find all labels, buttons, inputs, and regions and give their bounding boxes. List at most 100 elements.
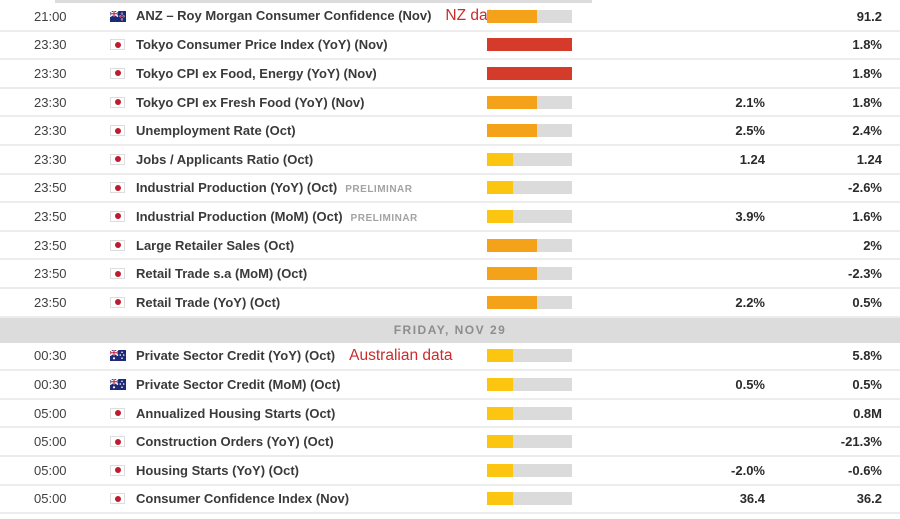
event-time: 05:00 [34,491,67,507]
previous-value: -2.6% [848,180,882,196]
event-time: 21:00 [34,8,67,24]
calendar-row[interactable]: 23:50 Large Retailer Sales (Oct) 2% [0,231,900,261]
calendar-row[interactable]: 00:30 Private Sector Credit (MoM) (Oct) … [0,371,900,400]
event-time: 23:30 [34,151,67,167]
japan-flag-icon [110,407,136,419]
previous-value: 1.6% [852,208,882,224]
importance-bar [487,406,572,420]
japan-flag-icon [110,239,136,251]
event-time: 05:00 [34,462,67,478]
japan-flag-icon [110,436,136,448]
event-name[interactable]: Industrial Production (YoY) (Oct) [136,180,338,196]
previous-day-divider-edge [55,0,592,3]
importance-bar-track [487,349,572,363]
forecast-value: 2.5% [735,123,765,139]
importance-bar-track [487,406,572,420]
importance-bar [487,152,572,166]
importance-bar-fill [487,295,538,309]
japan-flag-icon [110,67,136,79]
calendar-row[interactable]: 00:30 Private Sector Credit (YoY) (Oct) A… [0,342,900,372]
event-name[interactable]: Large Retailer Sales (Oct) [136,237,295,253]
calendar-row[interactable]: 05:00 Annualized Housing Starts (Oct) 0.… [0,399,900,429]
event-time: 00:30 [34,348,67,364]
importance-bar [487,267,572,281]
event-name[interactable]: Private Sector Credit (MoM) (Oct) [136,376,341,392]
importance-bar-track [487,238,572,252]
event-name[interactable]: Industrial Production (MoM) (Oct) [136,208,343,224]
event-name[interactable]: Unemployment Rate (Oct) [136,123,296,139]
calendar-row[interactable]: 23:50 Industrial Production (YoY) (Oct) P… [0,174,900,204]
calendar-row[interactable]: 23:30 Unemployment Rate (Oct) 2.5% 2.4% [0,117,900,146]
australia-flag-icon [110,350,136,362]
previous-value: 1.8% [852,65,882,81]
event-time: 23:30 [34,94,67,110]
previous-value: 5.8% [852,348,882,364]
event-name[interactable]: Tokyo Consumer Price Index (YoY) (Nov) [136,37,388,53]
previous-value: 0.8M [853,405,882,421]
previous-value: -2.3% [848,266,882,282]
japan-flag-icon [110,182,136,194]
event-name[interactable]: Jobs / Applicants Ratio (Oct) [136,151,314,167]
importance-bar-fill [487,349,513,363]
event-name[interactable]: Consumer Confidence Index (Nov) [136,491,350,507]
importance-bar-fill [487,377,513,391]
calendar-row[interactable]: 05:00 Construction Orders (YoY) (Oct) -2… [0,428,900,457]
events-table: 21:00 ANZ – Roy Morgan Consumer Confiden… [0,3,900,515]
importance-bar [487,38,572,52]
previous-value: 1.8% [852,94,882,110]
australia-flag-icon [110,378,136,390]
previous-value: 1.8% [852,37,882,53]
japan-flag-icon [110,464,136,476]
importance-bar-fill [487,435,513,449]
event-name[interactable]: Tokyo CPI ex Food, Energy (YoY) (Nov) [136,65,377,81]
importance-bar [487,124,572,138]
event-name[interactable]: Retail Trade (YoY) (Oct) [136,294,281,310]
importance-bar-track [487,95,572,109]
event-time: 05:00 [34,405,67,421]
new-zealand-flag-icon [110,10,136,22]
importance-bar [487,209,572,223]
event-name[interactable]: Annualized Housing Starts (Oct) [136,405,336,421]
event-name[interactable]: Retail Trade s.a (MoM) (Oct) [136,266,308,282]
importance-bar [487,95,572,109]
calendar-row[interactable]: 23:30 Tokyo CPI ex Food, Energy (YoY) (N… [0,60,900,89]
event-time: 00:30 [34,376,67,392]
previous-value: 91.2 [856,8,882,24]
previous-value: -0.6% [848,462,882,478]
calendar-row[interactable]: 23:50 Retail Trade (YoY) (Oct) 2.2% 0.5% [0,288,900,318]
event-name[interactable]: Tokyo CPI ex Fresh Food (YoY) (Nov) [136,94,365,110]
calendar-row[interactable]: 23:30 Jobs / Applicants Ratio (Oct) 1.24… [0,145,900,175]
previous-value: 2% [863,237,882,253]
importance-bar [487,435,572,449]
event-time: 23:30 [34,123,67,139]
calendar-row[interactable]: 23:30 Tokyo CPI ex Fresh Food (YoY) (Nov… [0,88,900,118]
importance-bar-fill [487,406,513,420]
event-name[interactable]: Construction Orders (YoY) (Oct) [136,434,334,450]
importance-bar-track [487,492,572,506]
japan-flag-icon [110,96,136,108]
previous-value: 36.2 [856,491,882,507]
importance-bar-fill [487,95,538,109]
calendar-row[interactable]: 23:50 Retail Trade s.a (MoM) (Oct) -2.3% [0,260,900,289]
japan-flag-icon [110,210,136,222]
importance-bar-track [487,295,572,309]
forecast-value: 36.4 [739,491,765,507]
event-time: 05:00 [34,434,67,450]
calendar-row[interactable]: 23:50 Industrial Production (MoM) (Oct) P… [0,203,900,232]
event-time: 23:50 [34,294,67,310]
importance-bar-fill [487,152,513,166]
importance-bar-track [487,181,572,195]
event-name[interactable]: Private Sector Credit (YoY) (Oct) [136,347,336,363]
importance-bar-track [487,435,572,449]
previous-value: -21.3% [840,434,882,450]
japan-flag-icon [110,125,136,137]
event-time: 23:50 [34,266,67,282]
calendar-row[interactable]: 05:00 Housing Starts (YoY) (Oct) -2.0% -… [0,456,900,486]
event-name[interactable]: ANZ – Roy Morgan Consumer Confidence (No… [136,8,432,24]
event-name[interactable]: Housing Starts (YoY) (Oct) [136,462,299,478]
calendar-row[interactable]: 05:00 Consumer Confidence Index (Nov) 36… [0,485,900,515]
calendar-row[interactable]: 21:00 ANZ – Roy Morgan Consumer Confiden… [0,3,900,32]
importance-bar-track [487,9,572,23]
calendar-row[interactable]: 23:30 Tokyo Consumer Price Index (YoY) (… [0,31,900,61]
importance-bar-fill [487,181,513,195]
